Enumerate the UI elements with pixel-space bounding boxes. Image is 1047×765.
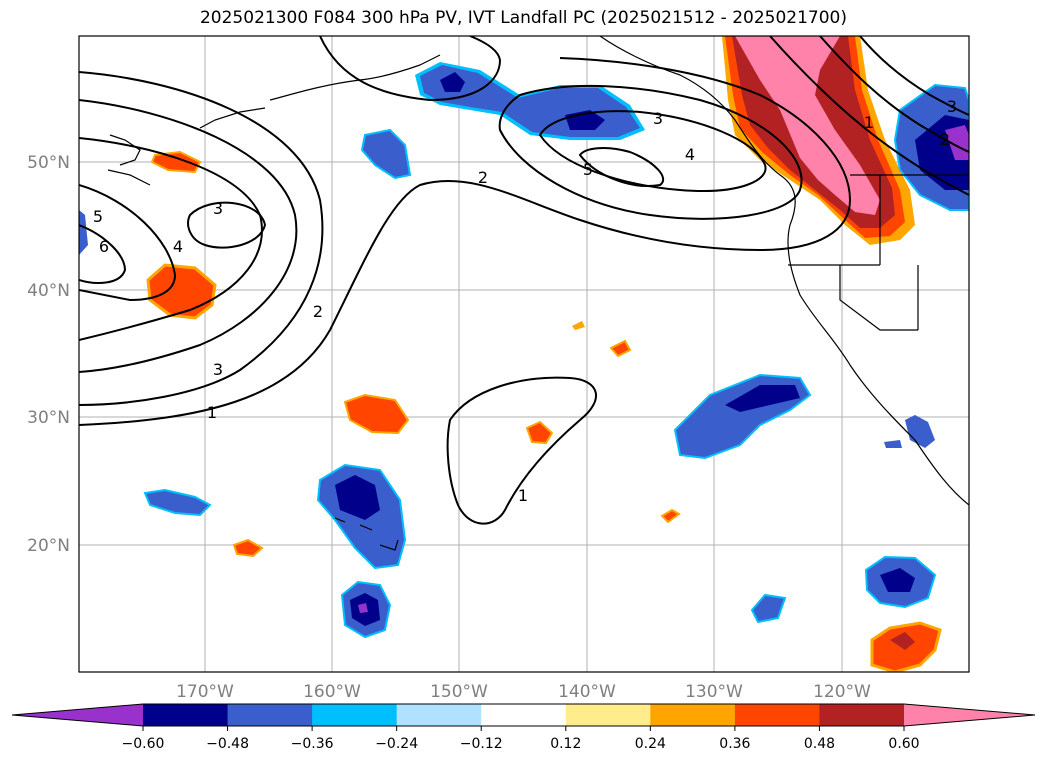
contour-label: 2 xyxy=(940,130,950,149)
colorbar: −0.60 −0.48 −0.36 −0.24 −0.12 0.12 0.24 0.36 0.4… xyxy=(11,703,1036,752)
lon-label-150w: 150°W xyxy=(430,682,488,702)
colorbar-bin xyxy=(481,704,567,726)
colorbar-bin xyxy=(819,704,905,726)
colorbar-tick-label: 0.24 xyxy=(635,736,666,752)
map-title: 2025021300 F084 300 hPa PV, IVT Landfall… xyxy=(199,8,847,28)
ivt-negative-region-nw xyxy=(360,128,412,180)
colorbar-extend-low xyxy=(12,704,143,726)
contour-label: 2 xyxy=(313,302,323,321)
colorbar-tick-label: −0.60 xyxy=(122,736,165,752)
contour-label: 6 xyxy=(99,237,109,256)
contour-label: 2 xyxy=(478,168,488,187)
colorbar-bin xyxy=(650,704,736,726)
colorbar-tick-label: 0.60 xyxy=(888,736,919,752)
lon-label-170w: 170°W xyxy=(176,682,234,702)
colorbar-tick-label: 0.48 xyxy=(804,736,835,752)
ivt-negative-region-se xyxy=(750,415,937,624)
ivt-negative-region-ne xyxy=(893,83,969,211)
colorbar-tick-label: 0.36 xyxy=(719,736,750,752)
map-frame xyxy=(78,35,970,673)
ivt-negative-region-south xyxy=(340,580,392,639)
contour-label: 3 xyxy=(213,199,223,218)
ivt-negative-region-north xyxy=(415,62,645,140)
contour-labels: 5 6 3 4 3 2 1 2 3 4 5 1 1 3 2 xyxy=(93,97,957,505)
colorbar-bin xyxy=(734,704,820,726)
contour-label: 3 xyxy=(653,109,663,128)
contour-label: 1 xyxy=(864,113,874,132)
ivt-negative-region-sw xyxy=(143,488,212,517)
ivt-negative-region-central xyxy=(673,373,812,460)
colorbar-extend-high xyxy=(904,704,1035,726)
colorbar-bin xyxy=(227,704,313,726)
contour-label: 5 xyxy=(93,207,103,226)
colorbar-tick-label: −0.36 xyxy=(291,736,334,752)
lat-label-30n: 30°N xyxy=(27,408,70,428)
colorbar-bin xyxy=(312,704,398,726)
contour-label: 4 xyxy=(173,237,183,256)
colorbar-bin xyxy=(396,704,482,726)
lat-label-40n: 40°N xyxy=(27,281,70,301)
contour-label: 5 xyxy=(583,160,593,179)
map-panel xyxy=(79,36,969,672)
pv-contours xyxy=(79,36,969,525)
ivt-negative-region-west-edge xyxy=(79,210,88,255)
colorbar-tick-label: −0.12 xyxy=(460,736,503,752)
ivt-negative-region-hawaii xyxy=(316,463,407,570)
contour-label: 3 xyxy=(947,97,957,116)
ivt-positive-region-islands xyxy=(146,150,942,672)
contour-label: 1 xyxy=(518,486,528,505)
lon-label-120w: 120°W xyxy=(813,682,871,702)
contour-label: 4 xyxy=(685,145,695,164)
colorbar-bin xyxy=(565,704,651,726)
colorbar-tick-label: −0.48 xyxy=(206,736,249,752)
ivt-positive-region-coast xyxy=(722,36,915,245)
coastlines xyxy=(107,36,969,551)
lat-label-50n: 50°N xyxy=(27,153,70,173)
lat-label-20n: 20°N xyxy=(27,536,70,556)
colorbar-bin xyxy=(143,704,229,726)
contour-label: 3 xyxy=(213,360,223,379)
contour-label: 1 xyxy=(207,403,217,422)
colorbar-tick-label: −0.24 xyxy=(375,736,418,752)
colorbar-tick-label: 0.12 xyxy=(550,736,581,752)
lon-label-160w: 160°W xyxy=(303,682,361,702)
lon-label-140w: 140°W xyxy=(558,682,616,702)
lon-label-130w: 130°W xyxy=(685,682,743,702)
